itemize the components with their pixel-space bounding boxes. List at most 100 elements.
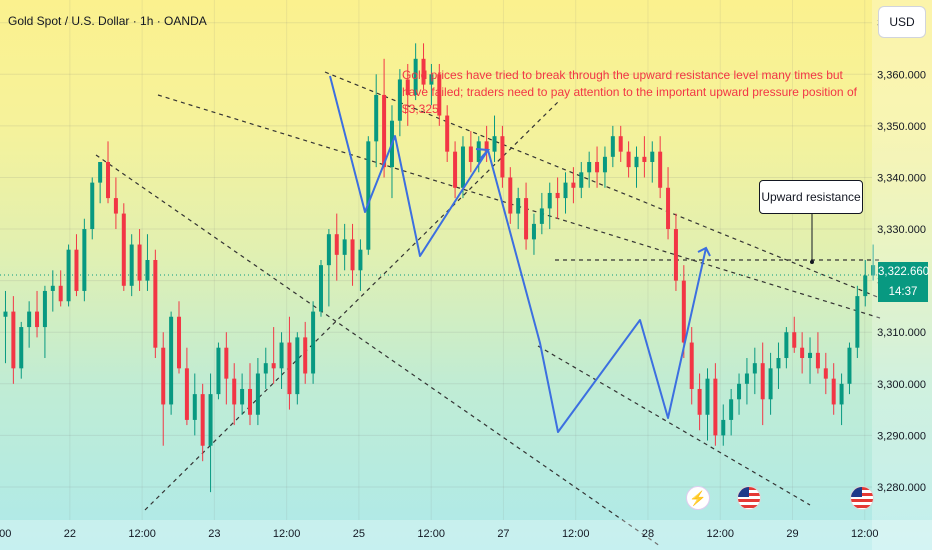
candle-body [224,347,229,379]
us-flag-icon[interactable] [737,486,761,510]
candle-body [35,311,40,328]
candle-body [271,363,276,369]
candle-body [82,229,87,291]
time-axis[interactable]: 12:00 22 12:00 23 12:00 25 12:00 27 12:00 28 12:00… [0,520,932,550]
x-tick-label: 12:00 [128,528,156,540]
candle-body [445,115,450,152]
arrowhead-2 [697,246,711,257]
candle-body [508,177,513,214]
candle-body [681,280,686,343]
candle-body [19,327,24,369]
candle-body [129,244,134,286]
candle-body [192,394,197,420]
candle-body [863,275,868,297]
candle-body [153,260,158,348]
last-price-label: 3,322.660 14:37 [878,262,930,302]
candle-body [768,368,773,400]
y-tick-label: 3,340.000 [877,172,926,184]
candle-body [358,249,363,271]
candle-body [563,182,568,199]
candle-body [255,373,260,415]
y-tick-label: 3,350.000 [877,121,926,133]
symbol-title: Gold Spot / U.S. Dollar · 1h · OANDA [8,14,207,28]
candle-body [145,260,150,281]
candle-body [184,368,189,420]
x-tick-label: 12:00 [0,528,11,540]
candle-body [524,198,529,240]
candle-body [279,342,284,369]
candle-body [66,249,71,302]
candle-body [121,213,126,286]
x-tick-label: 28 [642,528,654,540]
candle-body [374,94,379,142]
candle-body [618,136,623,152]
candle-body [405,79,410,95]
candle-body [397,79,402,121]
candle-body [847,347,852,384]
candle-body [287,342,292,395]
candle-body [697,388,702,415]
candle-body [610,136,615,157]
candle-body [815,352,820,369]
candle-body [177,316,182,369]
candle-body [587,161,592,173]
callout-dot [810,260,814,264]
candle-body [200,394,205,446]
candle-body [831,378,836,405]
candle-body [752,363,757,374]
y-tick-label: 3,310.000 [877,327,926,339]
candle-body [713,378,718,436]
candle-body [161,347,166,405]
candle-body [516,198,521,214]
arrowhead-1 [475,148,491,160]
currency-button[interactable]: USD [878,6,926,38]
candle-body [658,151,663,188]
candle-body [571,182,576,188]
candle-body [3,311,8,317]
candle-body [689,342,694,389]
candle-body [855,296,860,348]
candle-series [3,43,876,493]
x-tick-label: 12:00 [706,528,734,540]
candle-body [90,182,95,230]
candle-body [42,290,47,328]
candle-body [721,419,726,436]
candle-body [531,223,536,240]
y-tick-label: 3,360.000 [877,69,926,81]
candle-body [642,156,647,162]
candle-body [137,244,142,281]
candle-body [784,332,789,359]
x-tick-label: 12:00 [851,528,879,540]
candle-body [11,311,16,369]
candle-body [350,239,355,271]
candle-body [744,373,749,384]
us-flag-icon[interactable] [850,486,874,510]
candle-body [673,229,678,281]
candle-body [776,358,781,369]
candle-body [705,378,710,415]
candle-body [650,151,655,162]
projected-path [329,75,707,433]
candle-body [295,337,300,395]
x-tick-label: 29 [786,528,798,540]
candle-body [760,363,765,400]
candle-body [74,249,79,291]
candle-body [595,161,600,173]
candle-body [263,363,268,374]
candle-body [216,347,221,395]
candle-body [476,141,481,162]
candle-body [421,58,426,85]
annotation-note: Gold prices have tried to break through … [402,68,857,116]
candle-body [113,198,118,214]
candle-body [326,234,331,266]
trend-lines [0,71,881,547]
candle-body [666,187,671,230]
candle-body [318,265,323,312]
candle-body [169,316,174,405]
candle-body [106,161,111,199]
candle-body [98,161,103,183]
candle-body [626,151,631,168]
last-price-value: 3,322.660 [878,266,930,278]
lightning-icon[interactable]: ⚡ [686,486,710,510]
